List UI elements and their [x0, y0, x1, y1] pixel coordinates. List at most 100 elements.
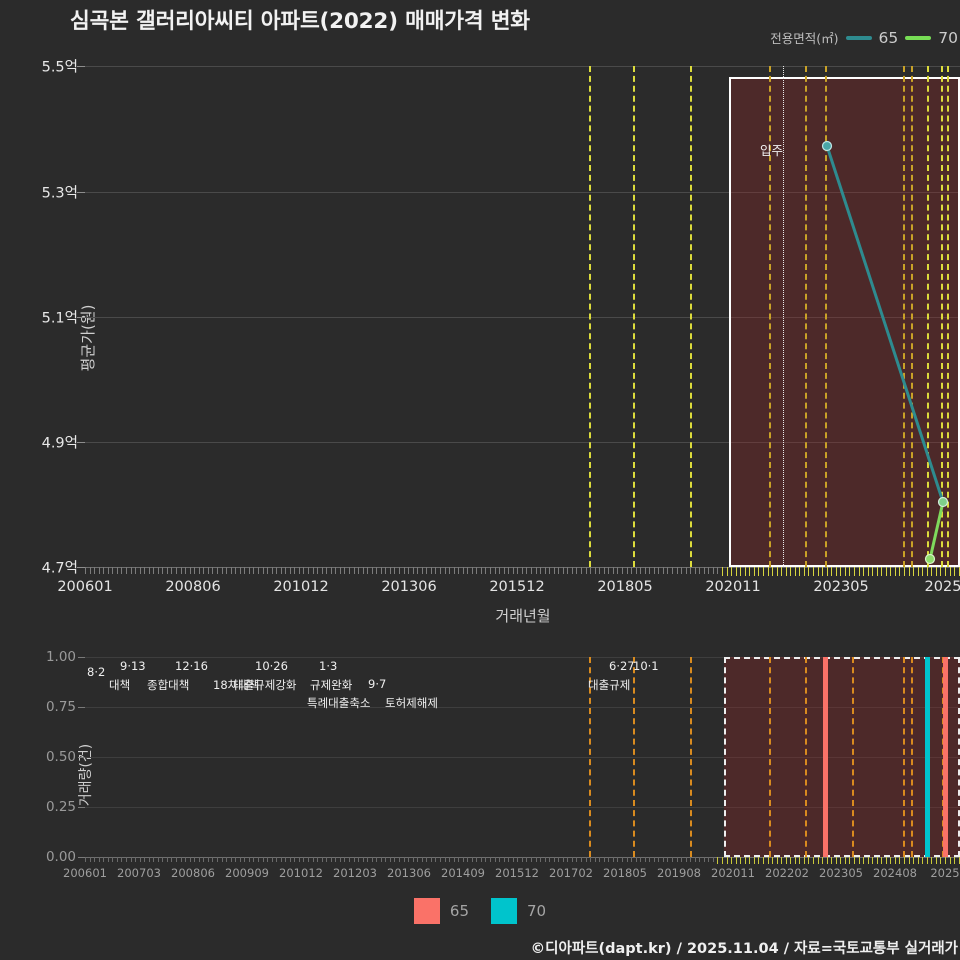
gridline [85, 442, 960, 443]
x-tick-mark [840, 857, 842, 864]
x-tick-mark [776, 857, 778, 864]
x-tick-mark [294, 857, 296, 862]
x-tick-mark [285, 567, 287, 574]
x-tick-mark [822, 857, 824, 864]
x-tick-mark [785, 857, 787, 864]
x-tick-mark [189, 567, 191, 574]
x-tick-mark [849, 567, 851, 576]
x-tick-mark [617, 567, 619, 574]
x-tick-mark [94, 857, 96, 862]
x-tick-mark [835, 857, 837, 864]
policy-date-label: 8·2 [87, 665, 106, 679]
x-tick-mark [731, 567, 733, 576]
x-tick-mark [517, 567, 519, 574]
x-tick-mark [253, 567, 255, 574]
x-tick-mark [98, 857, 100, 862]
x-tick-mark [954, 567, 955, 576]
x-tick-mark [435, 567, 437, 574]
x-tick-mark [439, 567, 441, 574]
y-tick-mark [78, 807, 85, 808]
x-tick-mark [944, 857, 946, 864]
x-tick-mark [116, 857, 118, 862]
x-tick-label: 202305 [819, 866, 863, 880]
x-tick-mark [644, 857, 646, 862]
x-tick-label: 201203 [333, 866, 377, 880]
x-tick-mark [662, 567, 664, 574]
x-tick-mark [799, 567, 801, 576]
x-tick-mark [148, 857, 150, 862]
x-tick-mark [626, 857, 628, 862]
x-tick-mark [558, 857, 560, 862]
lower-x-axis: 200601 200703 200806 200909 201012 20120… [63, 857, 960, 891]
x-tick-mark [649, 567, 651, 574]
x-tick-mark [358, 567, 359, 574]
x-tick-mark [922, 567, 924, 576]
x-tick-label: 201512 [495, 866, 539, 880]
x-tick-mark [867, 857, 869, 864]
x-tick-label: 200601 [57, 579, 113, 595]
x-tick-mark [257, 567, 259, 574]
x-tick-mark [758, 567, 760, 576]
x-tick-mark [621, 567, 623, 574]
x-tick-mark [676, 567, 678, 574]
x-tick-mark [926, 857, 928, 864]
policy-line [769, 66, 771, 567]
x-tick-mark [781, 567, 783, 576]
x-tick-mark [503, 857, 505, 862]
x-tick-label: 201306 [387, 866, 431, 880]
x-tick-mark [762, 857, 764, 864]
x-tick-mark [339, 567, 341, 574]
x-tick-mark [517, 857, 519, 862]
x-tick-mark [617, 857, 619, 862]
x-tick-mark [685, 857, 687, 862]
x-tick-mark [144, 567, 146, 574]
policy-date-label: 10·1 [633, 659, 659, 673]
x-tick-mark [267, 857, 268, 862]
x-tick-mark [890, 567, 892, 576]
x-tick-mark [553, 567, 555, 574]
legend-title: 전용면적(㎡) [770, 31, 839, 46]
x-tick-mark [753, 857, 755, 864]
x-tick-mark [85, 857, 86, 862]
x-tick-mark [608, 567, 610, 574]
x-tick-mark [672, 567, 673, 574]
x-tick-mark [803, 567, 805, 576]
policy-name-label: 토허제해제 [385, 696, 438, 710]
x-tick-mark [571, 857, 573, 862]
x-tick-mark [676, 857, 678, 862]
x-tick-mark [521, 857, 523, 862]
highlight-region [729, 77, 960, 567]
x-tick-mark [890, 857, 892, 864]
x-tick-mark [508, 857, 510, 862]
x-tick-mark [899, 857, 901, 864]
x-tick-mark [467, 567, 469, 574]
policy-line [589, 657, 591, 857]
x-tick-mark [503, 567, 505, 574]
x-tick-mark [321, 567, 323, 574]
x-tick-mark [817, 857, 819, 864]
x-tick-mark [135, 857, 136, 862]
policy-line [589, 66, 591, 567]
x-tick-mark [166, 567, 168, 574]
x-tick-mark [603, 567, 605, 574]
x-tick-mark [103, 567, 105, 574]
y-tick-label: 5.5억 [41, 59, 78, 76]
x-tick-mark [672, 857, 673, 862]
y-tick-mark [77, 317, 85, 318]
x-tick-mark [585, 567, 587, 574]
x-tick-mark [444, 567, 446, 574]
x-tick-mark [640, 857, 642, 862]
x-tick-mark [544, 567, 546, 574]
x-tick-mark [185, 857, 187, 862]
x-tick-label: 202011 [711, 866, 755, 880]
x-tick-mark [485, 567, 487, 574]
x-tick-mark [271, 857, 273, 862]
x-tick-label: 202011 [705, 579, 761, 595]
x-tick-label: 202305 [813, 579, 869, 595]
x-tick-mark [303, 857, 305, 862]
x-tick-mark [813, 857, 814, 864]
x-tick-mark [653, 567, 655, 574]
x-tick-mark [690, 857, 692, 862]
policy-date-label: 12·16 [175, 659, 208, 673]
x-tick-mark [794, 567, 796, 576]
